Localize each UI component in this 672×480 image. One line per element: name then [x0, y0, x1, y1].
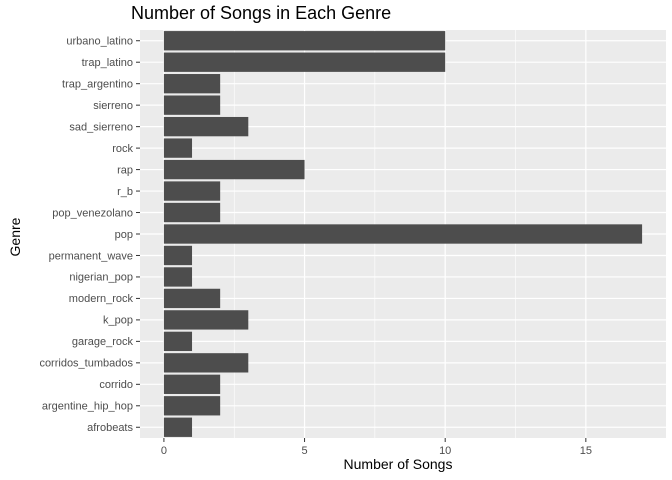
- y-tick-label: permanent_wave: [49, 250, 133, 262]
- y-axis-label: Genre: [7, 217, 23, 257]
- bar-afrobeats: [163, 417, 193, 437]
- bar-garage_rock: [163, 331, 193, 352]
- y-tick-label: trap_argentino: [62, 78, 133, 90]
- bar-permanent_wave: [163, 245, 193, 266]
- bar-pop: [163, 224, 643, 244]
- bar-urbano_latino: [163, 31, 446, 51]
- y-tick-label: rock: [112, 143, 133, 155]
- y-tick-label: corrido: [99, 379, 133, 391]
- y-tick-label: modern_rock: [69, 293, 134, 305]
- x-tick-label: 5: [301, 445, 307, 457]
- bar-nigerian_pop: [163, 267, 193, 287]
- y-tick-label: urbano_latino: [66, 36, 133, 48]
- bar-sierreno: [163, 95, 221, 115]
- y-tick-label: garage_rock: [72, 336, 134, 348]
- y-tick-label: sad_sierreno: [69, 121, 133, 133]
- bar-pop_venezolano: [163, 202, 221, 223]
- y-tick-label: k_pop: [103, 315, 133, 327]
- bar-trap_argentino: [163, 74, 221, 94]
- bar-modern_rock: [163, 288, 221, 309]
- y-tick-label: argentine_hip_hop: [42, 401, 133, 413]
- y-tick-label: trap_latino: [82, 57, 133, 69]
- y-tick-label: nigerian_pop: [69, 272, 133, 284]
- bar-argentine_hip_hop: [163, 396, 221, 416]
- x-axis-label: Number of Songs: [343, 456, 453, 472]
- y-tick-label: pop: [115, 229, 133, 241]
- bar-r_b: [163, 181, 221, 201]
- bar-corrido: [163, 374, 221, 394]
- bar-rap: [163, 159, 305, 180]
- y-tick-label: pop_venezolano: [52, 207, 133, 219]
- bar-corridos_tumbados: [163, 353, 249, 373]
- y-tick-label: corridos_tumbados: [39, 358, 133, 370]
- bar-sad_sierreno: [163, 116, 249, 137]
- y-tick-label: rap: [117, 164, 133, 176]
- bar-k_pop: [163, 310, 249, 330]
- y-tick-label: r_b: [117, 186, 133, 198]
- bar-rock: [163, 138, 193, 158]
- x-tick-label: 15: [580, 445, 592, 457]
- y-tick-label: sierreno: [93, 100, 133, 112]
- chart-title: Number of Songs in Each Genre: [131, 3, 392, 23]
- x-tick-label: 10: [439, 445, 451, 457]
- y-tick-label: afrobeats: [87, 422, 133, 434]
- x-tick-label: 0: [161, 445, 167, 457]
- bar-trap_latino: [163, 52, 446, 72]
